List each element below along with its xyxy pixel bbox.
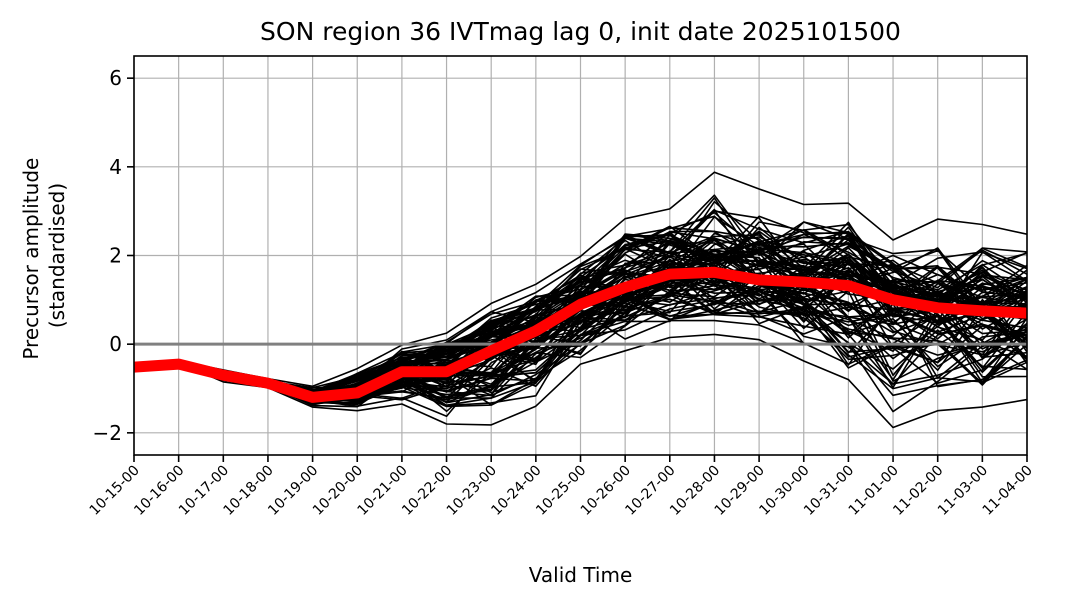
y-axis-label: Precursor amplitude (standardised) bbox=[19, 151, 69, 359]
y-tick-label: −2 bbox=[93, 421, 122, 445]
ensemble-mean-line bbox=[134, 266, 1027, 403]
chart-title: SON region 36 IVTmag lag 0, init date 20… bbox=[260, 17, 901, 46]
y-tick-label: 6 bbox=[109, 66, 122, 90]
x-axis-label: Valid Time bbox=[529, 563, 633, 587]
y-tick-label: 4 bbox=[109, 155, 122, 179]
y-tick-label: 0 bbox=[109, 332, 122, 356]
y-axis-label-line1: Precursor amplitude bbox=[19, 158, 43, 360]
y-tick-label: 2 bbox=[109, 244, 122, 268]
mean-layer bbox=[134, 266, 1027, 403]
y-axis-label-line2: (standardised) bbox=[45, 183, 69, 328]
ensemble-member-line bbox=[134, 171, 1027, 388]
y-ticks: −2 0 2 4 6 bbox=[93, 66, 134, 445]
ensemble-member-line bbox=[134, 333, 1027, 429]
x-ticks: 10-15-0010-16-0010-17-0010-18-0010-19-00… bbox=[87, 455, 1036, 519]
